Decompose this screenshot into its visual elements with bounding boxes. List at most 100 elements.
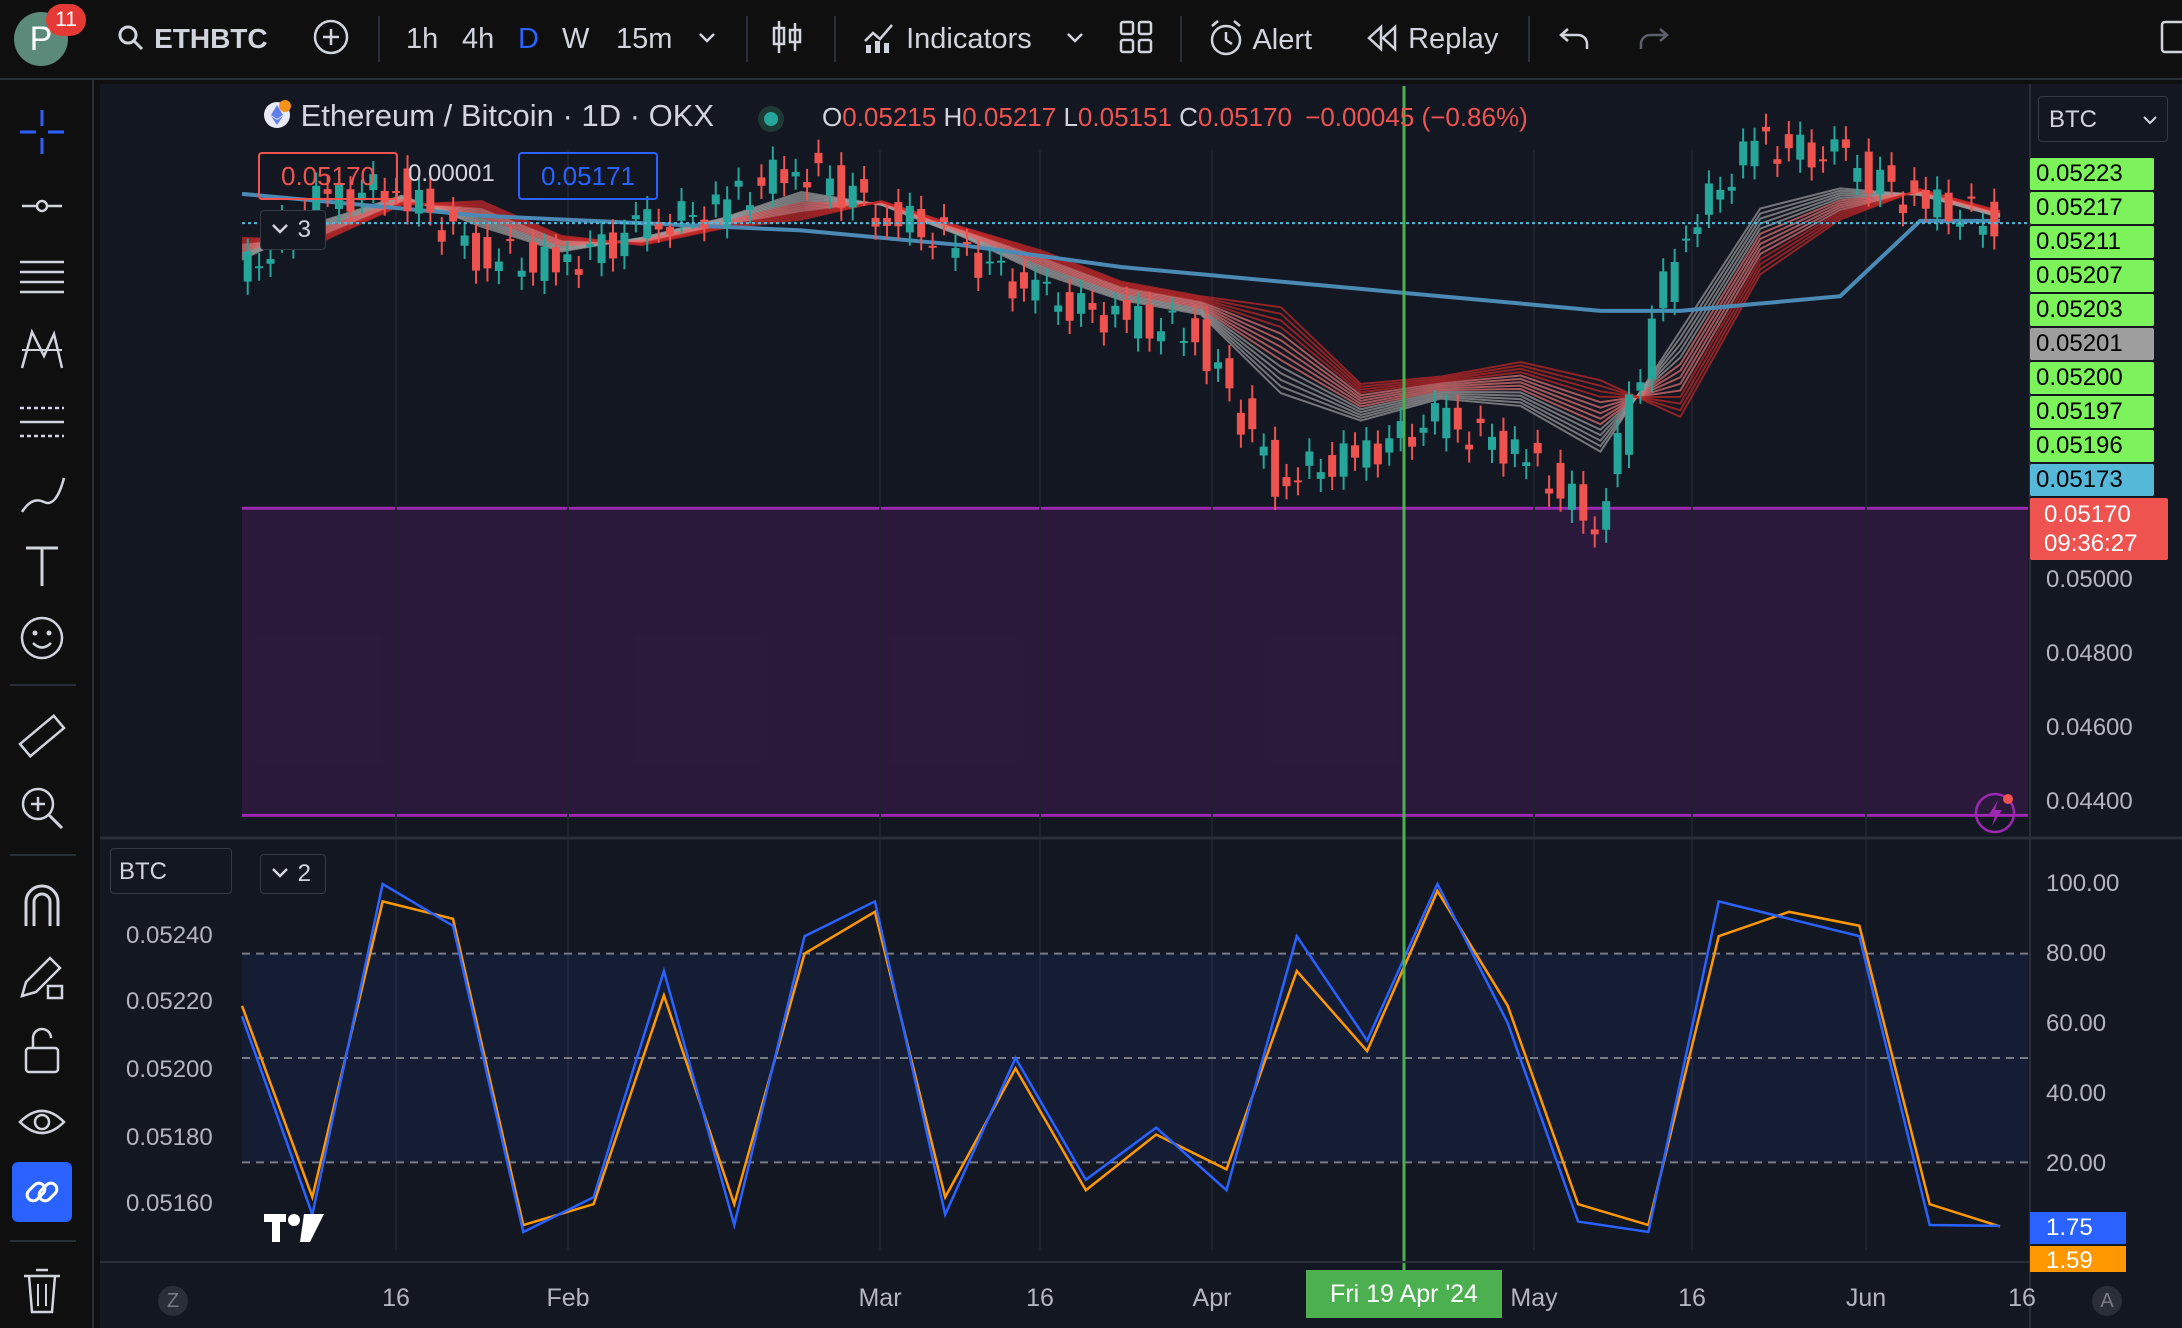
indicators-dropdown[interactable] [1064,18,1086,60]
candle-body [483,237,492,269]
candle-body [551,247,560,273]
interval-w[interactable]: W [562,23,590,55]
left-scale-tick: 0.05160 [126,1190,213,1217]
unlock-icon[interactable] [14,1022,70,1078]
undo-button[interactable] [1558,18,1592,60]
replay-button[interactable]: Replay [1364,18,1498,60]
alert-label: Alert [1252,24,1313,56]
chevron-down-icon [272,868,288,878]
drawing-toolbar [0,80,94,1328]
sell-button[interactable]: 0.05170 [258,152,398,200]
interval-d[interactable]: D [518,23,539,55]
ma-ribbon-line [241,189,2001,405]
undo-icon [1559,28,1589,49]
candle-body [335,183,344,210]
candle-body [1351,445,1360,458]
indicators-button[interactable]: Indicators [862,18,1032,60]
interval-4h[interactable]: 4h [462,23,495,55]
fib-lines-icon[interactable] [14,250,70,306]
candle-body [1145,304,1154,339]
pattern-icon[interactable] [14,322,70,378]
candle-body [1430,403,1439,422]
candlestick-icon [772,21,802,53]
magnet-icon[interactable] [14,878,70,934]
candle-body [1978,225,1987,235]
symbol-search[interactable]: ETHBTC [116,18,268,60]
candle-body [1316,472,1325,479]
brush-icon[interactable] [14,466,70,522]
candle-body [1796,134,1805,160]
candle-body [791,171,800,177]
stoch-tick: 80.00 [2046,940,2107,967]
compare-button[interactable] [312,18,350,60]
indicator-toggle-main[interactable]: 3 [260,210,326,250]
trash-icon[interactable] [14,1262,70,1318]
interval-15m[interactable]: 15m [616,23,673,55]
price-level-label: 0.05211 [2030,226,2154,258]
buy-button[interactable]: 0.05171 [518,152,658,200]
link-toggle[interactable] [12,1162,72,1222]
candle-body [1739,141,1748,166]
interval-1h[interactable]: 1h [406,23,439,55]
sub-scale-label[interactable]: BTC [110,848,232,894]
candle-body [1636,382,1645,391]
candle-body [803,182,812,188]
crosshair-icon[interactable] [14,104,70,160]
candle-body [1179,340,1188,343]
price-level-label: 0.05200 [2030,362,2154,394]
candle-body [860,179,869,193]
candle-body [243,251,252,282]
text-icon[interactable] [14,538,70,594]
zoom-in-icon[interactable] [14,780,70,836]
forecast-icon[interactable] [14,394,70,450]
candle-body [825,178,834,196]
candle-body [780,169,789,184]
candle-body [1236,412,1245,435]
candle-body [1750,140,1759,167]
candle-body [597,234,606,264]
stoch-tick: 100.00 [2046,870,2120,897]
candle-body [563,254,572,263]
trend-line-icon[interactable] [14,178,70,234]
ma-ribbon-line [241,188,2001,419]
candle-body [1967,196,1976,199]
ma-ribbon-line [241,191,2001,420]
redo-button[interactable] [1636,18,1670,60]
eye-icon[interactable] [14,1094,70,1150]
close-value: 0.05170 [1197,102,1292,132]
alert-button[interactable]: Alert [1206,18,1312,61]
ruler-icon[interactable] [14,708,70,764]
timezone-button[interactable]: Z [158,1286,188,1316]
alarm-clock-icon [1210,20,1242,56]
chart-type-button[interactable] [770,18,804,60]
candle-body [1373,443,1382,465]
candle-body [688,215,697,218]
interval-dropdown[interactable] [696,18,718,60]
currency-select[interactable]: BTC [2038,96,2168,142]
candle-body [403,168,412,212]
candle-body [654,221,663,230]
layouts-button[interactable] [1118,18,1154,60]
candle-body [1042,281,1051,284]
candle-body [1077,293,1086,314]
candle-body [1990,201,1999,237]
pencil-lock-icon[interactable] [14,950,70,1006]
candle-body [1864,151,1873,194]
ma-ribbon-line [241,192,2001,442]
candle-body [1533,442,1542,454]
lightning-icon[interactable] [1972,790,2018,836]
left-scale-tick: 0.05180 [126,1124,213,1151]
candle-body [882,218,891,226]
candle-body [1362,440,1371,468]
candle-body [1259,446,1268,456]
candle-body [1659,271,1668,309]
fullscreen-button[interactable] [2160,18,2182,60]
emoji-icon[interactable] [14,610,70,666]
candle-body [1339,443,1348,477]
candle-body [1716,189,1725,200]
indicator-toggle-sub[interactable]: 2 [260,854,326,894]
low-value: 0.05151 [1077,102,1172,132]
auto-scale-button[interactable]: A [2092,1286,2122,1316]
candle-body [529,242,538,273]
